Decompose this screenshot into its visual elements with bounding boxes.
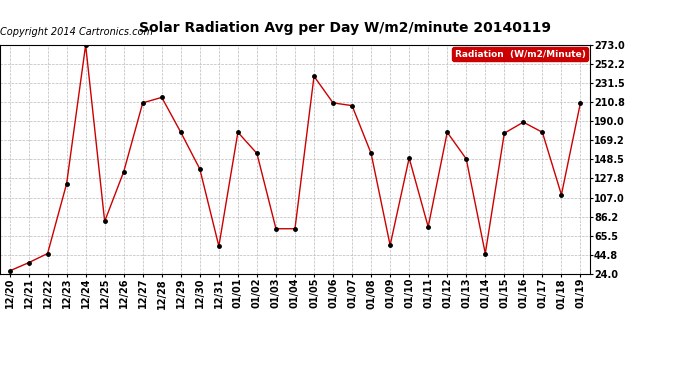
Text: Solar Radiation Avg per Day W/m2/minute 20140119: Solar Radiation Avg per Day W/m2/minute … (139, 21, 551, 34)
Legend: Radiation  (W/m2/Minute): Radiation (W/m2/Minute) (452, 47, 588, 61)
Text: Copyright 2014 Cartronics.com: Copyright 2014 Cartronics.com (0, 27, 153, 37)
